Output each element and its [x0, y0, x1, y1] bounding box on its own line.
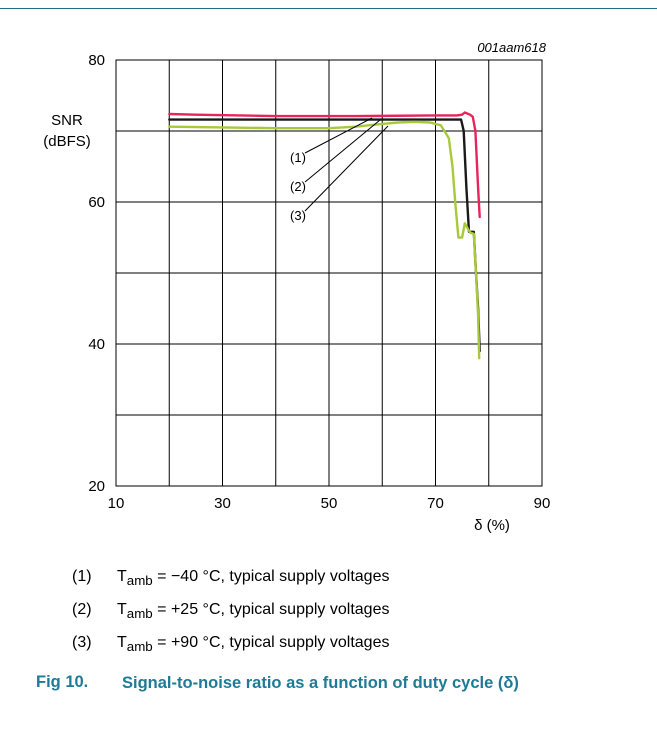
note-subscript: amb — [126, 573, 153, 589]
series-line-1 — [168, 111, 481, 219]
note-number: (3) — [72, 634, 92, 651]
note-value: = −40 °C, typical supply voltages — [152, 568, 390, 585]
curve-label: (2) — [290, 179, 306, 194]
x-axis-label: δ (%) — [474, 517, 510, 534]
note-value: = +90 °C, typical supply voltages — [152, 634, 390, 651]
note-subscript: amb — [126, 639, 153, 655]
y-tick-label: 60 — [88, 194, 105, 211]
note-text: Tamb = −40 °C, typical supply voltages — [117, 568, 390, 589]
figure-number: Fig 10. — [36, 673, 89, 691]
chart-code: 001aam618 — [477, 40, 546, 55]
series-line-2 — [168, 118, 481, 353]
leader-line — [304, 119, 381, 183]
series-layer — [168, 111, 481, 360]
grid — [116, 60, 542, 486]
y-axis-unit: (dBFS) — [43, 133, 91, 150]
leader-line — [304, 125, 389, 212]
y-tick-label: 80 — [88, 52, 105, 69]
note-number: (1) — [72, 568, 92, 585]
x-tick-label: 10 — [108, 495, 125, 512]
y-tick-label: 40 — [88, 336, 105, 353]
note-value: = +25 °C, typical supply voltages — [152, 601, 390, 618]
x-tick-label: 90 — [534, 495, 551, 512]
note-text: Tamb = +90 °C, typical supply voltages — [117, 634, 390, 655]
note-subscript: amb — [126, 606, 153, 622]
y-axis-label: SNR — [51, 112, 83, 129]
label-leaders: (1) (2) (3) — [290, 117, 389, 223]
figure-title: Signal-to-noise ratio as a function of d… — [122, 674, 519, 692]
x-tick-label: 70 — [427, 495, 444, 512]
note-text: Tamb = +25 °C, typical supply voltages — [117, 601, 390, 622]
x-tick-label: 50 — [321, 495, 338, 512]
top-rule — [0, 8, 657, 9]
series-line-3 — [168, 120, 481, 360]
x-tick-label: 30 — [214, 495, 231, 512]
curve-label: (1) — [290, 150, 306, 165]
note-number: (2) — [72, 601, 92, 618]
leader-line — [304, 117, 373, 154]
y-tick-label: 20 — [88, 478, 105, 495]
curve-label: (3) — [290, 208, 306, 223]
snr-chart: (1) (2) (3) 10 30 50 70 90 20 40 60 80 001aam618 S… — [43, 40, 550, 534]
tick-labels: 10 30 50 70 90 20 40 60 80 — [88, 52, 550, 512]
